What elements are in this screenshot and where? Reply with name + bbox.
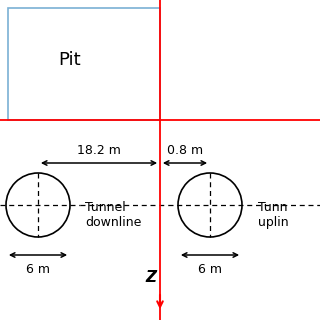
Text: 18.2 m: 18.2 m: [77, 144, 121, 157]
Text: 6 m: 6 m: [26, 263, 50, 276]
Text: Tunn
uplin: Tunn uplin: [258, 201, 289, 229]
Text: Z: Z: [146, 270, 156, 285]
Text: 6 m: 6 m: [198, 263, 222, 276]
Text: Pit: Pit: [59, 51, 81, 69]
Bar: [8, 8, 160, 120]
Text: Tunnel
downline: Tunnel downline: [85, 201, 141, 229]
Text: 0.8 m: 0.8 m: [167, 144, 203, 157]
